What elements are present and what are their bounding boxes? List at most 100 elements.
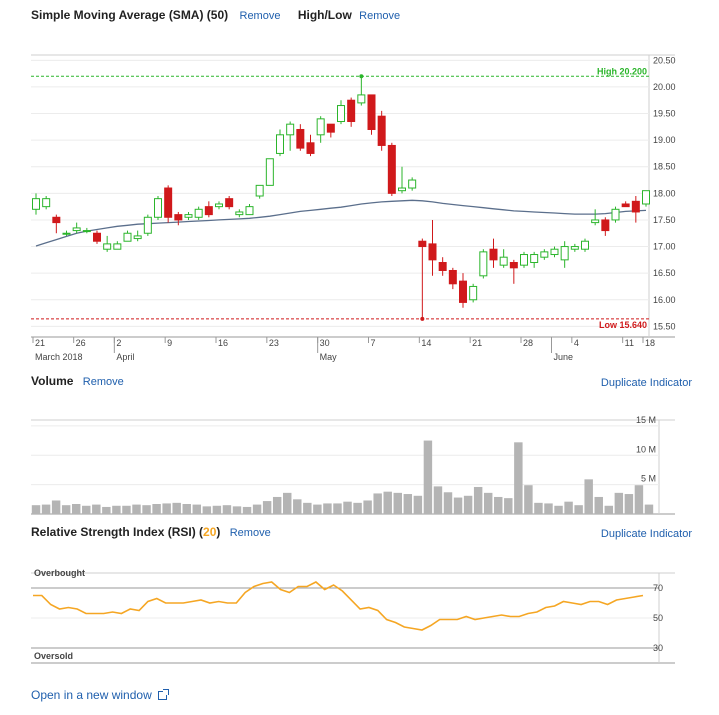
candlestick: [337, 100, 345, 125]
candle-body: [143, 216, 152, 234]
volume-bar: [534, 502, 543, 514]
x-month-label: April: [116, 352, 134, 362]
candle-body: [550, 248, 559, 256]
candle-body: [367, 94, 376, 130]
candlestick: [276, 129, 284, 157]
candle-body: [499, 256, 508, 266]
rsi-tick-label: 50: [653, 613, 663, 623]
volume-bar: [443, 492, 453, 514]
volume-bar: [393, 492, 402, 514]
candlestick: [204, 201, 213, 218]
candle-body: [194, 208, 203, 218]
volume-bar: [232, 506, 242, 514]
candlestick: [194, 206, 203, 220]
sma-indicator-header: Simple Moving Average (SMA) (50) Remove …: [31, 8, 400, 23]
candle-body: [347, 99, 356, 123]
candle-body: [570, 246, 579, 250]
high-marker: [359, 74, 364, 79]
open-new-window-link[interactable]: Open in a new window: [31, 688, 170, 702]
volume-bar: [122, 505, 131, 514]
sma-line-layer: [35, 199, 647, 247]
candle-body: [286, 123, 295, 136]
volume-duplicate-link[interactable]: Duplicate Indicator: [600, 377, 692, 389]
candlestick: [357, 76, 366, 106]
rsi-duplicate-link[interactable]: Duplicate Indicator: [600, 528, 692, 540]
volume-bar: [453, 497, 463, 514]
candle-body: [306, 142, 315, 154]
volume-tick-label: 10 M: [636, 444, 656, 454]
candle-body: [296, 128, 305, 149]
x-day-tick-label: 14: [421, 338, 431, 348]
volume-bar: [192, 504, 202, 514]
candlestick: [509, 259, 518, 284]
volume-bar: [473, 486, 483, 514]
volume-bar: [323, 503, 332, 514]
rsi-remove-link[interactable]: Remove: [229, 527, 271, 539]
external-window-icon[interactable]: [158, 689, 170, 700]
price-tick-label: 18.00: [653, 188, 676, 198]
volume-bar: [182, 504, 191, 514]
sma-line: [35, 199, 647, 247]
candle-body: [428, 243, 437, 261]
open-new-window-text[interactable]: Open in a new window: [31, 688, 152, 702]
x-day-tick-label: 9: [167, 338, 172, 348]
low-marker: [420, 316, 425, 321]
candlestick: [133, 230, 142, 242]
candle-body: [133, 235, 142, 240]
high-low-layer: High 20.200 Low 15.640: [31, 66, 649, 330]
candlestick: [174, 211, 183, 226]
x-day-tick-label: 21: [35, 338, 45, 348]
sma-indicator-label: Simple Moving Average (SMA) (50): [31, 8, 229, 22]
candlestick: [469, 283, 478, 303]
x-day-tick-label: 23: [269, 338, 279, 348]
candlestick: [377, 110, 386, 151]
candlestick: [93, 230, 101, 244]
volume-remove-link[interactable]: Remove: [82, 376, 124, 388]
candlestick: [245, 203, 254, 216]
candlestick: [225, 196, 234, 210]
x-day-tick-label: 16: [218, 338, 228, 348]
candlestick: [113, 241, 122, 250]
candle-body: [540, 251, 549, 258]
candlestick: [103, 235, 112, 252]
volume-bar: [574, 505, 583, 514]
candle-body: [520, 254, 528, 266]
candlestick: [387, 142, 396, 196]
candlestick: [540, 249, 549, 260]
volume-bar: [242, 506, 252, 514]
candle-body: [418, 240, 427, 248]
volume-bar: [61, 505, 71, 514]
volume-bar: [363, 500, 372, 514]
volume-bar: [152, 504, 161, 514]
highlow-remove-link[interactable]: Remove: [359, 10, 401, 22]
candle-body: [530, 254, 539, 264]
x-month-label: June: [554, 352, 574, 362]
x-month-label: March 2018: [35, 352, 83, 362]
candlestick: [347, 97, 356, 127]
candlestick: [489, 238, 498, 268]
volume-tick-label: 15 M: [636, 415, 656, 425]
volume-bar: [82, 505, 91, 514]
candlestick: [235, 209, 244, 218]
volume-bar: [333, 503, 342, 514]
candlestick: [367, 94, 376, 135]
sma-remove-link[interactable]: Remove: [239, 10, 281, 22]
price-tick-label: 20.00: [653, 82, 676, 92]
candle-body: [611, 208, 620, 221]
volume-bar: [202, 506, 212, 514]
candlestick: [154, 196, 162, 220]
price-tick-label: 16.50: [653, 268, 676, 278]
x-day-tick-label: 4: [574, 338, 579, 348]
volume-bar: [614, 492, 624, 514]
volume-bar: [594, 496, 603, 514]
rsi-tick-label: 30: [653, 643, 663, 653]
candlestick: [642, 190, 650, 207]
high-label: High 20.200: [597, 66, 647, 76]
candlestick: [631, 196, 640, 223]
candlestick: [316, 116, 325, 143]
candle-body: [642, 190, 650, 205]
candle-body: [469, 285, 478, 301]
volume-bar: [293, 499, 302, 514]
volume-header: Volume Remove: [31, 374, 124, 389]
